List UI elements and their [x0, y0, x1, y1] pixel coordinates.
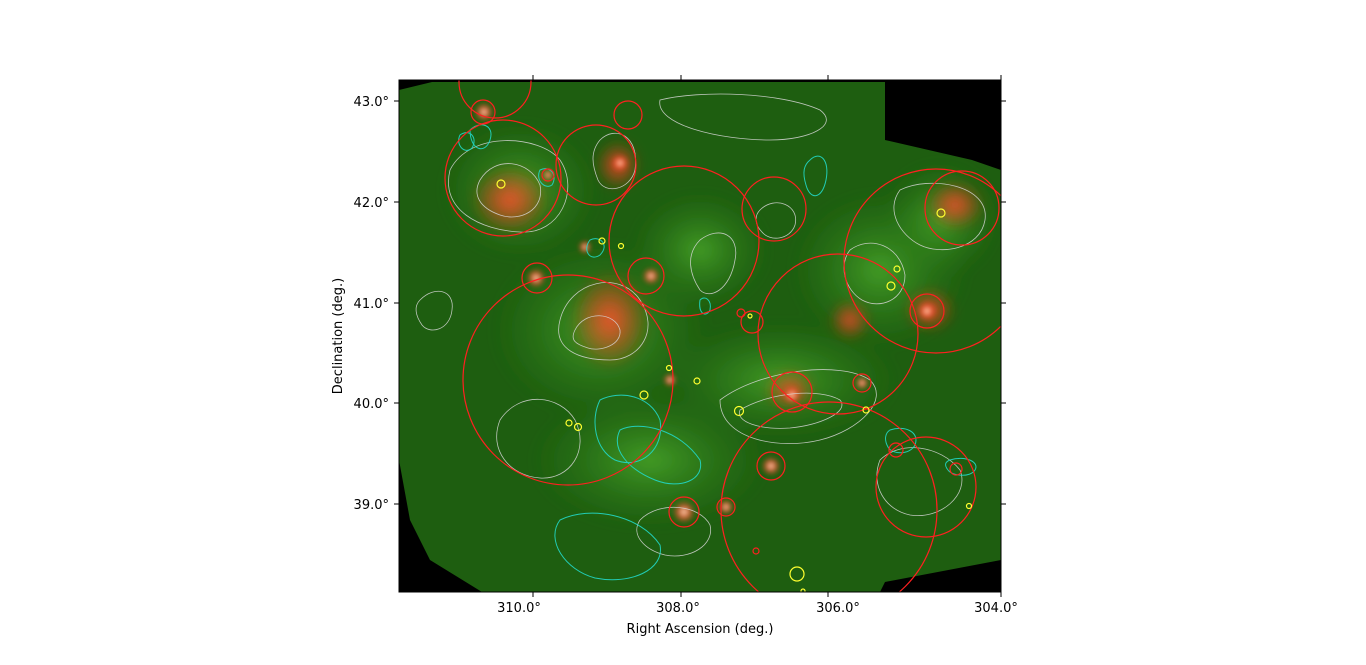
- y-tick-labels: 43.0° 42.0° 41.0° 40.0° 39.0°: [354, 95, 389, 513]
- ionized-emission: [470, 140, 985, 410]
- source-marker: [862, 406, 870, 414]
- y-tick-label: 43.0°: [354, 95, 389, 110]
- source-marker: [693, 377, 701, 385]
- yellow-source-markers: [496, 179, 973, 592]
- source-marker: [733, 405, 745, 417]
- region-circle: [740, 310, 764, 334]
- source-marker: [886, 281, 896, 291]
- x-tick-label: 310.0°: [497, 601, 541, 616]
- region-circle: [716, 497, 736, 517]
- region-circle: [462, 274, 674, 486]
- plot-frame: [398, 79, 1002, 593]
- region-circle: [720, 401, 938, 592]
- x-tick-label: 304.0°: [974, 601, 1018, 616]
- region-circle: [949, 462, 963, 476]
- region-circle: [741, 176, 807, 242]
- source-marker: [936, 208, 946, 218]
- region-circle: [909, 293, 945, 329]
- region-circle: [757, 253, 919, 415]
- y-tick-label: 41.0°: [354, 297, 389, 312]
- source-marker: [496, 179, 506, 189]
- sky-image: [399, 80, 1001, 592]
- y-axis-label: Declination (deg.): [331, 278, 346, 394]
- source-marker: [573, 422, 583, 432]
- source-marker: [893, 265, 901, 273]
- region-circle: [627, 257, 665, 295]
- compact-sources: [474, 102, 937, 524]
- x-tick-labels: 310.0° 308.0° 306.0° 304.0°: [497, 601, 1018, 616]
- region-circle: [444, 119, 562, 237]
- y-tick-label: 40.0°: [354, 397, 389, 412]
- region-circle: [521, 262, 553, 294]
- region-circle: [668, 496, 700, 528]
- source-marker: [800, 588, 806, 592]
- region-circle: [888, 442, 904, 458]
- source-marker: [965, 502, 973, 510]
- region-circle: [736, 308, 746, 318]
- region-circle: [875, 436, 977, 538]
- region-circle: [470, 99, 496, 125]
- region-circle: [771, 371, 813, 413]
- region-circle: [843, 168, 1001, 354]
- x-axis-label: Right Ascension (deg.): [627, 622, 774, 637]
- source-marker: [565, 419, 573, 427]
- source-marker: [665, 364, 673, 372]
- region-circle: [458, 80, 532, 119]
- region-circle: [756, 451, 786, 481]
- source-marker: [639, 390, 649, 400]
- axis-ticks: [394, 75, 1006, 597]
- region-circle: [541, 168, 555, 182]
- source-marker: [747, 313, 753, 319]
- region-circle: [608, 165, 760, 317]
- red-region-circles: [444, 80, 1001, 592]
- x-tick-label: 308.0°: [656, 601, 700, 616]
- region-circle: [752, 547, 760, 555]
- region-circle: [613, 100, 643, 130]
- region-circle: [852, 373, 872, 393]
- region-circle: [555, 124, 637, 206]
- y-tick-label: 42.0°: [354, 196, 389, 211]
- x-tick-label: 306.0°: [816, 601, 860, 616]
- source-marker: [789, 566, 805, 582]
- source-marker: [617, 242, 625, 250]
- region-circle: [924, 170, 1000, 246]
- source-marker: [598, 237, 606, 245]
- cyan-contours: [458, 124, 977, 581]
- y-tick-label: 39.0°: [354, 498, 389, 513]
